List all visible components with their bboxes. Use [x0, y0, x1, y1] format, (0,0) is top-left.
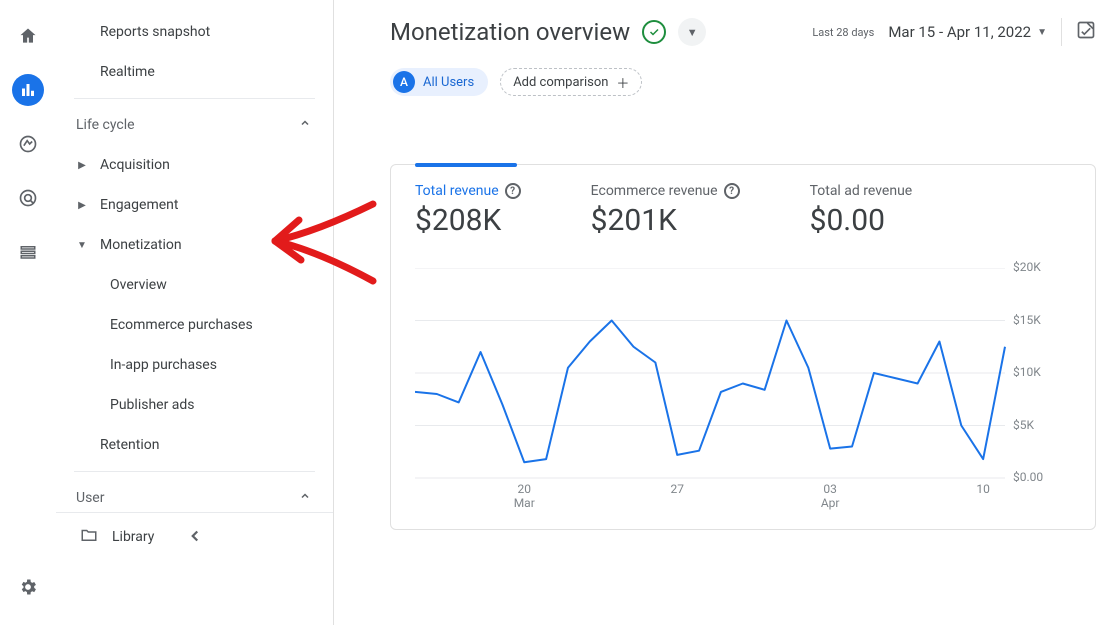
nav-label: Overview: [110, 277, 167, 293]
add-comparison-button[interactable]: Add comparison ＋: [500, 68, 642, 96]
metric-title: Total revenue: [415, 183, 499, 199]
segment-label: All Users: [423, 75, 474, 90]
sidebar-collapse-button[interactable]: [56, 527, 333, 545]
chevron-up-icon: [299, 117, 311, 133]
date-prefix: Last 28 days: [812, 26, 874, 39]
nav-inapp-purchases[interactable]: In-app purchases: [56, 345, 333, 385]
main-content: Monetization overview ▼ Last 28 days Mar…: [334, 0, 1116, 625]
nav-label: Reports snapshot: [100, 24, 210, 40]
nav-label: Acquisition: [100, 157, 170, 173]
icon-rail: [0, 0, 56, 625]
chevron-down-icon: ▼: [1037, 27, 1047, 38]
nav-separator: [74, 98, 315, 99]
home-icon[interactable]: [12, 20, 44, 52]
y-axis-label: $0.00: [1013, 470, 1043, 484]
page-header: Monetization overview ▼ Last 28 days Mar…: [390, 18, 1096, 46]
date-range-picker[interactable]: Mar 15 - Apr 11, 2022 ▼: [888, 23, 1047, 41]
x-axis-label: 27: [657, 482, 697, 496]
reports-icon[interactable]: [12, 74, 44, 106]
nav-engagement[interactable]: ▶ Engagement: [56, 185, 333, 225]
chevron-up-icon: [299, 490, 311, 506]
metric-ecommerce-revenue[interactable]: Ecommerce revenue ? $201K: [591, 183, 740, 238]
x-axis-label: 03Apr: [810, 482, 850, 510]
add-comparison-label: Add comparison: [513, 75, 608, 90]
nav-label: Publisher ads: [110, 397, 195, 413]
nav-publisher-ads[interactable]: Publisher ads: [56, 385, 333, 425]
nav-label: Ecommerce purchases: [110, 317, 253, 333]
metric-title: Total ad revenue: [810, 183, 913, 199]
section-title: Life cycle: [76, 117, 135, 133]
nav-label: Monetization: [100, 237, 182, 253]
configure-icon[interactable]: [12, 236, 44, 268]
help-icon[interactable]: ?: [505, 183, 521, 199]
nav-label: Realtime: [100, 64, 155, 80]
y-axis-label: $10K: [1013, 365, 1041, 379]
revenue-chart: $0.00$5K$10K$15K$20K 20Mar2703Apr10: [415, 268, 1071, 513]
segment-chip-all-users[interactable]: A All Users: [390, 68, 488, 96]
comparison-chips: A All Users Add comparison ＋: [390, 68, 1096, 96]
nav-label: Retention: [100, 437, 160, 453]
date-range-label: Mar 15 - Apr 11, 2022: [888, 23, 1031, 41]
section-title: User: [76, 490, 104, 506]
status-check-icon: [642, 20, 666, 44]
y-axis-label: $15K: [1013, 313, 1041, 327]
metric-value: $0.00: [810, 203, 913, 238]
caret-right-icon: ▶: [76, 200, 88, 211]
explore-icon[interactable]: [12, 128, 44, 160]
nav-acquisition[interactable]: ▶ Acquisition: [56, 145, 333, 185]
nav-monetization[interactable]: ▼ Monetization: [56, 225, 333, 265]
nav-ecommerce-purchases[interactable]: Ecommerce purchases: [56, 305, 333, 345]
nav-retention[interactable]: Retention: [56, 425, 333, 465]
caret-right-icon: ▶: [76, 160, 88, 171]
metric-total-revenue[interactable]: Total revenue ? $208K: [415, 183, 521, 238]
divider: [1061, 18, 1062, 46]
advertising-icon[interactable]: [12, 182, 44, 214]
chart-svg: [415, 268, 1105, 513]
help-icon[interactable]: ?: [724, 183, 740, 199]
settings-icon[interactable]: [12, 571, 44, 603]
y-axis-label: $5K: [1013, 418, 1034, 432]
nav-label: In-app purchases: [110, 357, 217, 373]
metric-title: Ecommerce revenue: [591, 183, 718, 199]
nav-section-lifecycle[interactable]: Life cycle: [56, 105, 333, 145]
nav-reports-snapshot[interactable]: Reports snapshot: [56, 12, 333, 52]
plus-icon: ＋: [616, 73, 629, 92]
sidebar: Reports snapshot Realtime Life cycle ▶ A…: [56, 0, 334, 625]
caret-down-icon: ▼: [76, 240, 88, 251]
metric-value: $208K: [415, 203, 521, 238]
nav-separator: [74, 471, 315, 472]
x-axis-label: 20Mar: [504, 482, 544, 510]
y-axis-label: $20K: [1013, 260, 1041, 274]
metric-total-ad-revenue[interactable]: Total ad revenue $0.00: [810, 183, 913, 238]
nav-label: Engagement: [100, 197, 178, 213]
metric-value: $201K: [591, 203, 740, 238]
active-tab-indicator: [415, 163, 517, 167]
nav-monetization-overview[interactable]: Overview: [56, 265, 333, 305]
customize-report-icon[interactable]: [1076, 20, 1096, 44]
x-axis-label: 10: [963, 482, 1003, 496]
nav-realtime[interactable]: Realtime: [56, 52, 333, 92]
page-title: Monetization overview: [390, 18, 630, 46]
segment-badge: A: [393, 71, 415, 93]
title-dropdown-button[interactable]: ▼: [678, 18, 706, 46]
revenue-card: Total revenue ? $208K Ecommerce revenue …: [390, 164, 1096, 530]
